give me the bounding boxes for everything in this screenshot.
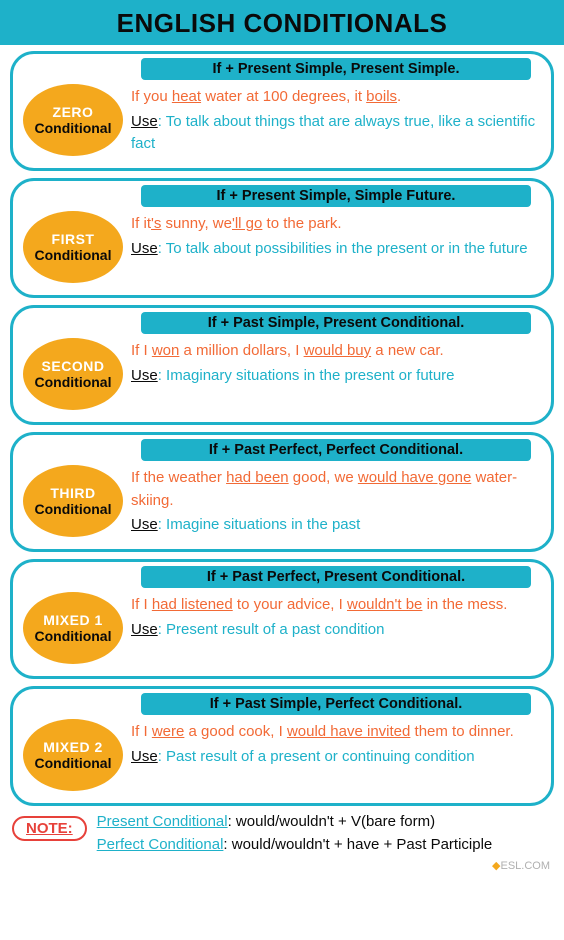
note-lines: Present Conditional: would/wouldn't + V(… [97,810,552,857]
example-pre: If I [131,596,152,613]
badge-bottom: Conditional [35,247,112,263]
badge-top: SECOND [42,358,105,374]
footer-text: ESL.COM [500,860,550,872]
badge-bottom: Conditional [35,755,112,771]
conditional-card: MIXED 2 Conditional If + Past Simple, Pe… [10,686,554,806]
use-text: : Imaginary situations in the present or… [158,367,455,384]
example-pre: If I [131,723,152,740]
use-label: Use [131,748,158,765]
example-underline-2: would buy [304,342,372,359]
example-mid: to your advice, I [233,596,347,613]
use-label: Use [131,516,158,533]
example-post: to the park. [262,215,341,232]
example-underline-1: were [152,723,185,740]
note-val-1: : would/wouldn't + V(bare form) [228,813,436,830]
example-post: in the mess. [422,596,507,613]
example-underline-2: wouldn't be [347,596,422,613]
note-line-1: Present Conditional: would/wouldn't + V(… [97,810,552,833]
conditional-card: MIXED 1 Conditional If + Past Perfect, P… [10,559,554,679]
use-line: Use: Present result of a past condition [131,619,541,642]
example-underline-2: 'll go [232,215,262,232]
example-post: them to dinner. [410,723,513,740]
example-sentence: If I won a million dollars, I would buy … [131,340,541,363]
use-label: Use [131,367,158,384]
conditional-card: FIRST Conditional If + Present Simple, S… [10,178,554,298]
badge-top: MIXED 1 [43,612,103,628]
use-line: Use: Imaginary situations in the present… [131,365,541,388]
badge-bottom: Conditional [35,628,112,644]
badge-top: ZERO [53,104,94,120]
example-underline-2: would have gone [358,469,471,486]
example-sentence: If I had listened to your advice, I woul… [131,594,541,617]
formula-bar: If + Past Perfect, Perfect Conditional. [141,439,531,461]
use-text: : To talk about possibilities in the pre… [158,240,528,257]
note-row: NOTE: Present Conditional: would/wouldn'… [0,806,564,857]
example-mid: a million dollars, I [179,342,303,359]
example-mid: water at 100 degrees, it [201,88,366,105]
use-label: Use [131,113,158,130]
example-underline-1: had listened [152,596,233,613]
infographic-page: ENGLISH CONDITIONALS ZERO Conditional If… [0,0,564,940]
page-title: ENGLISH CONDITIONALS [117,8,448,38]
badge-bottom: Conditional [35,501,112,517]
badge-top: FIRST [52,231,95,247]
cards-container: ZERO Conditional If + Present Simple, Pr… [0,45,564,806]
example-underline-2: would have invited [287,723,410,740]
example-underline-2: boils [366,88,397,105]
use-label: Use [131,621,158,638]
example-sentence: If I were a good cook, I would have invi… [131,721,541,744]
example-sentence: If it's sunny, we'll go to the park. [131,213,541,236]
note-badge: NOTE: [12,816,87,841]
card-badge: THIRD Conditional [23,465,123,537]
card-badge: MIXED 2 Conditional [23,719,123,791]
formula-bar: If + Present Simple, Simple Future. [141,185,531,207]
use-label: Use [131,240,158,257]
example-mid: sunny, we [161,215,232,232]
formula-bar: If + Present Simple, Present Simple. [141,58,531,80]
note-key-1: Present Conditional [97,813,228,830]
use-text: : To talk about things that are always t… [131,113,535,153]
use-text: : Imagine situations in the past [158,516,361,533]
title-bar: ENGLISH CONDITIONALS [0,0,564,45]
card-badge: MIXED 1 Conditional [23,592,123,664]
example-sentence: If you heat water at 100 degrees, it boi… [131,86,541,109]
use-line: Use: Imagine situations in the past [131,514,541,537]
use-line: Use: To talk about things that are alway… [131,111,541,156]
example-underline-1: 's [151,215,161,232]
example-post: . [397,88,401,105]
card-badge: FIRST Conditional [23,211,123,283]
example-underline-1: heat [172,88,201,105]
note-line-2: Perfect Conditional: would/wouldn't + ha… [97,833,552,856]
card-badge: SECOND Conditional [23,338,123,410]
use-text: : Present result of a past condition [158,621,385,638]
example-pre: If the weather [131,469,226,486]
example-sentence: If the weather had been good, we would h… [131,467,541,512]
example-post: a new car. [371,342,444,359]
use-text: : Past result of a present or continuing… [158,748,475,765]
formula-bar: If + Past Perfect, Present Conditional. [141,566,531,588]
conditional-card: THIRD Conditional If + Past Perfect, Per… [10,432,554,552]
formula-bar: If + Past Simple, Perfect Conditional. [141,693,531,715]
badge-bottom: Conditional [35,374,112,390]
badge-top: THIRD [50,485,95,501]
example-mid: a good cook, I [184,723,287,740]
badge-top: MIXED 2 [43,739,103,755]
example-underline-1: had been [226,469,289,486]
footer: ◆ESL.COM [0,857,564,876]
conditional-card: SECOND Conditional If + Past Simple, Pre… [10,305,554,425]
example-underline-1: won [152,342,180,359]
example-pre: If I [131,342,152,359]
example-pre: If you [131,88,172,105]
example-mid: good, we [289,469,358,486]
badge-bottom: Conditional [35,120,112,136]
example-pre: If it [131,215,151,232]
conditional-card: ZERO Conditional If + Present Simple, Pr… [10,51,554,171]
use-line: Use: To talk about possibilities in the … [131,238,541,261]
note-val-2: : would/wouldn't + have + Past Participl… [223,836,492,853]
note-key-2: Perfect Conditional [97,836,224,853]
formula-bar: If + Past Simple, Present Conditional. [141,312,531,334]
card-badge: ZERO Conditional [23,84,123,156]
use-line: Use: Past result of a present or continu… [131,746,541,769]
